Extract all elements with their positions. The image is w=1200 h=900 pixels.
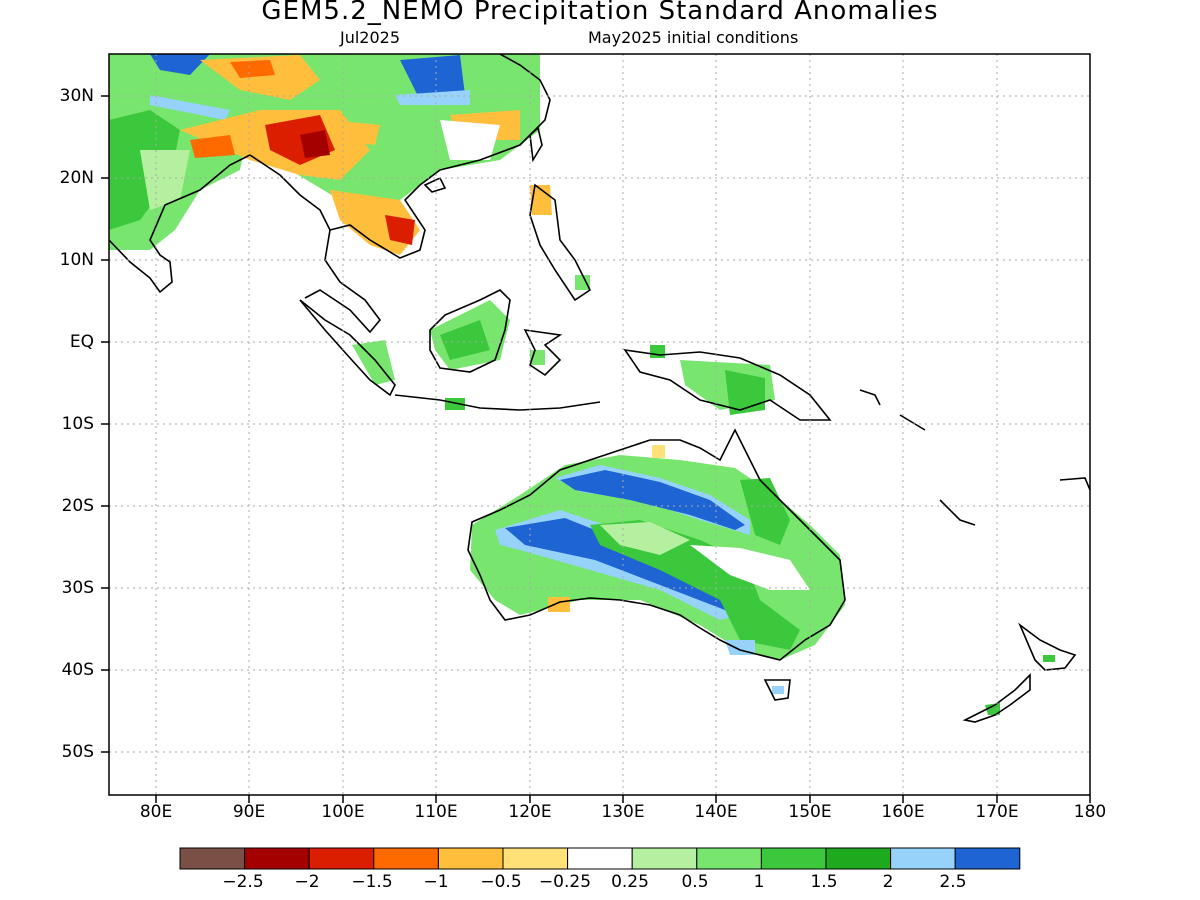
lon-label-90e: 90E — [232, 802, 266, 822]
lat-label-eq: EQ — [69, 332, 94, 352]
anomaly-patch — [548, 597, 570, 612]
lon-label-160e: 160E — [881, 802, 925, 822]
coastline-new-zealand-north — [1018, 622, 1077, 671]
lon-label-100e: 100E — [321, 802, 365, 822]
colorbar-label: −2 — [294, 872, 320, 892]
colorbar-swatch — [179, 847, 246, 870]
anomaly-patch — [395, 90, 470, 105]
axis-ticks — [101, 95, 1091, 803]
coastline-new-zealand-south — [962, 673, 1031, 723]
anomaly-patch — [650, 345, 665, 358]
anomaly-patch — [440, 120, 500, 160]
colorbar-label: 2.5 — [939, 872, 967, 892]
lat-label-10s: 10S — [61, 414, 94, 434]
colorbar-swatch — [437, 847, 504, 870]
gridlines — [109, 54, 1090, 795]
lat-label-30s: 30S — [61, 578, 94, 598]
coastline-sulawesi — [523, 328, 563, 377]
anomaly-patch — [440, 320, 490, 360]
anomaly-patch — [190, 135, 235, 158]
coastline-borneo — [429, 289, 511, 373]
anomaly-patch — [150, 95, 230, 120]
anomaly-patch — [575, 275, 590, 290]
lat-label-40s: 40S — [61, 660, 94, 680]
anomaly-patch — [505, 518, 728, 610]
anomaly-patch — [772, 686, 784, 694]
anomaly-patch — [200, 55, 320, 100]
lat-label-20s: 20S — [61, 496, 94, 516]
lon-label-170e: 170E — [975, 802, 1019, 822]
anomaly-patch — [400, 55, 465, 100]
anomaly-patch — [985, 703, 1000, 715]
lon-label-120e: 120E — [508, 802, 552, 822]
colorbar-swatch — [760, 847, 827, 870]
colorbar-label: −1 — [423, 872, 449, 892]
colorbar-label: 1.5 — [810, 872, 838, 892]
initial-conditions: May2025 initial conditions — [588, 28, 799, 47]
anomaly-patch — [140, 150, 190, 210]
coastline-philippines — [529, 183, 592, 302]
lon-label-140e: 140E — [694, 802, 738, 822]
anomaly-patch — [590, 520, 800, 650]
lon-label-150e: 150E — [788, 802, 832, 822]
colorbar-swatch — [696, 847, 762, 870]
colorbar-label: 2 — [882, 872, 894, 892]
colorbar-swatch — [567, 847, 633, 870]
anomaly-fill-layer — [109, 54, 1055, 715]
anomaly-patch — [1043, 655, 1055, 662]
anomaly-patch — [352, 340, 395, 385]
colorbar-swatch — [954, 847, 1021, 870]
coastline-india — [109, 154, 251, 294]
anomaly-patch — [300, 130, 330, 158]
coastlines — [109, 54, 1090, 723]
colorbar-label: −0.5 — [480, 872, 522, 892]
colorbar-label: 0.5 — [681, 872, 709, 892]
coastline-asia — [249, 54, 551, 334]
anomaly-patch — [445, 398, 465, 410]
anomaly-patch — [690, 545, 810, 590]
colorbar-swatch — [631, 847, 698, 870]
colorbar-swatch — [244, 847, 310, 870]
map-title: GEM5.2_NEMO Precipitation Standard Anoma… — [261, 0, 939, 26]
lon-label-110e: 110E — [414, 802, 458, 822]
lon-label-80e: 80E — [139, 802, 173, 822]
colorbar-label: 0.25 — [611, 872, 649, 892]
anomaly-patch — [150, 54, 210, 75]
colorbar-label: 1 — [753, 872, 765, 892]
plot-frame — [108, 53, 1091, 796]
colorbar-swatch — [502, 847, 569, 870]
lat-label-30n: 30N — [59, 86, 94, 106]
colorbar-label: −0.25 — [538, 872, 592, 892]
colorbar-label: −1.5 — [351, 872, 393, 892]
anomaly-patch — [530, 185, 552, 215]
colorbar-swatch — [308, 847, 375, 870]
coastline-pacific-islands — [859, 389, 1090, 526]
coastline-australia — [467, 428, 846, 661]
lat-label-10n: 10N — [59, 250, 94, 270]
coastline-hainan — [423, 176, 447, 193]
anomaly-patch — [740, 478, 790, 545]
anomaly-patch — [652, 445, 665, 458]
lat-label-20n: 20N — [59, 168, 94, 188]
colorbar-swatch — [825, 847, 892, 870]
lon-label-130e: 130E — [601, 802, 645, 822]
coastline-new-guinea — [623, 348, 832, 421]
colorbar-swatch — [373, 847, 439, 870]
coastline-java — [394, 394, 601, 411]
lon-label-180: 180 — [1073, 802, 1107, 822]
anomaly-patch — [560, 470, 745, 530]
coastline-sumatra — [299, 299, 396, 397]
colorbar — [179, 847, 1021, 870]
anomaly-patch — [230, 60, 275, 78]
anomaly-patch — [725, 370, 765, 415]
anomaly-patch — [385, 215, 415, 245]
colorbar-swatch — [890, 847, 956, 870]
coastline-tasmania — [763, 679, 791, 701]
colorbar-label: −2.5 — [222, 872, 264, 892]
anomaly-patch — [600, 522, 690, 555]
forecast-month: Jul2025 — [340, 28, 401, 47]
coastline-taiwan — [529, 126, 543, 163]
lat-label-50s: 50S — [61, 742, 94, 762]
